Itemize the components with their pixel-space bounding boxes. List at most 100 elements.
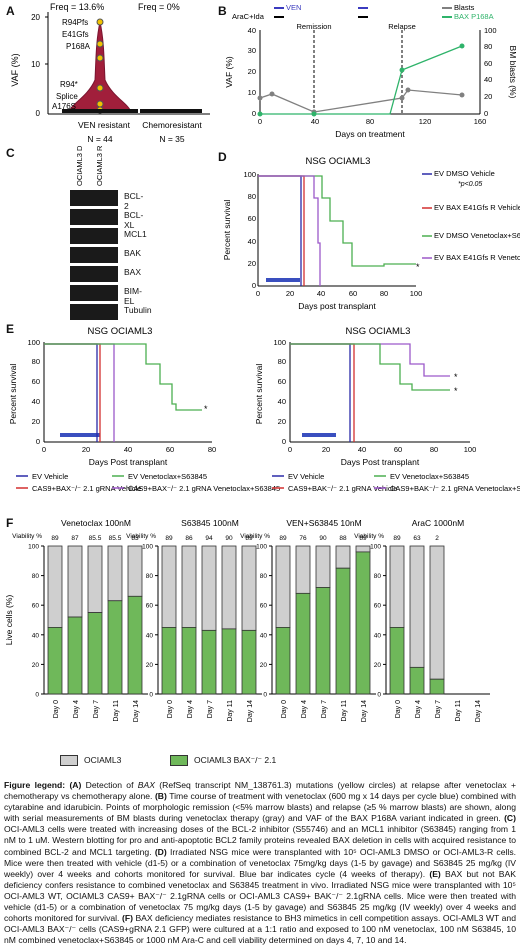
marker-relapse: Relapse — [388, 22, 416, 31]
bar-bax — [241, 629, 257, 695]
svg-text:Percent survival: Percent survival — [254, 364, 264, 425]
bar-bax — [315, 587, 331, 695]
svg-text:60: 60 — [166, 445, 174, 454]
viability-value: 89 — [165, 535, 173, 542]
ytick-label: 60 — [146, 603, 154, 610]
ytick-label: 80 — [374, 573, 382, 580]
svg-text:EV Vehicle: EV Vehicle — [288, 472, 324, 481]
viability-value: 86 — [185, 535, 193, 542]
svg-text:40: 40 — [278, 397, 286, 406]
svg-text:100: 100 — [464, 445, 477, 454]
bar-ociaml3 — [87, 545, 103, 613]
svg-text:EV Venetoclax+S63845: EV Venetoclax+S63845 — [390, 472, 469, 481]
day-label: Day 7 — [207, 700, 214, 718]
svg-text:100: 100 — [27, 338, 40, 347]
panel-label-e: E — [6, 322, 15, 336]
panel-label-f: F — [6, 516, 14, 530]
viability-value: 83 — [131, 535, 139, 542]
svg-text:0: 0 — [282, 437, 286, 446]
day-label: Day 7 — [321, 700, 328, 718]
svg-text:Percent survival: Percent survival — [8, 364, 18, 425]
bar-bax — [161, 627, 177, 695]
svg-text:120: 120 — [419, 117, 432, 126]
svg-text:40: 40 — [358, 445, 366, 454]
bar-bax — [389, 627, 405, 695]
svg-text:CAS9+BAK⁻/⁻ 2.1 gRNA Venetocla: CAS9+BAK⁻/⁻ 2.1 gRNA Venetoclax+S63845 — [390, 484, 520, 493]
viability-value: 90 — [319, 535, 327, 542]
svg-text:NSG OCIAML3: NSG OCIAML3 — [88, 326, 153, 337]
group-label: VEN resistant — [78, 120, 131, 130]
ytick-label: 0 — [149, 692, 153, 699]
svg-text:*: * — [454, 386, 458, 396]
mut-label: Splice — [56, 92, 78, 101]
svg-text:60: 60 — [278, 377, 286, 386]
viability-label: Viability % — [354, 533, 384, 540]
svg-text:40: 40 — [124, 445, 132, 454]
svg-text:80: 80 — [380, 289, 388, 298]
ytick-label: 80 — [32, 573, 40, 580]
bar-bax — [335, 567, 351, 695]
ytick-label: 100 — [256, 544, 267, 551]
bar-ociaml3 — [127, 545, 143, 597]
group-n: N = 44 — [87, 134, 113, 144]
bar-ociaml3 — [389, 545, 405, 628]
ytick-label: 40 — [260, 632, 268, 639]
ytick-label: 80 — [146, 573, 154, 580]
svg-text:20: 20 — [82, 445, 90, 454]
viability-value: 89 — [359, 535, 367, 542]
day-label: Day 4 — [301, 700, 308, 718]
bar-ociaml3 — [47, 545, 63, 628]
mutation-point — [96, 18, 104, 26]
blot-label: BAX — [124, 267, 142, 277]
mutation-point — [96, 54, 104, 62]
blot-label: Tubulin — [124, 305, 152, 315]
viability-value: 85.5 — [109, 535, 122, 542]
chart-title: AraC 1000nM — [412, 518, 464, 528]
day-label: Day 11 — [227, 700, 234, 722]
panel-b-timecourse: VEN AraC+Ida Blasts BAX P168A Remission … — [224, 3, 518, 139]
day-label: Day 0 — [395, 700, 402, 718]
ytick-label: 60 — [374, 603, 382, 610]
panel-a-ylabel: VAF (%) — [10, 53, 20, 86]
bar-bax — [429, 678, 445, 695]
viability-label: Viability % — [126, 533, 156, 540]
svg-text:80: 80 — [278, 357, 286, 366]
bar-bax — [67, 616, 83, 695]
svg-text:60: 60 — [394, 445, 402, 454]
svg-text:CAS9+BAX⁻/⁻ 2.1 gRNA Venetocla: CAS9+BAX⁻/⁻ 2.1 gRNA Venetoclax+S63845 — [128, 484, 280, 493]
ytick-label: 0 — [35, 692, 39, 699]
legend-blasts: Blasts — [454, 3, 475, 12]
svg-text:0: 0 — [252, 109, 256, 118]
legend-bax: BAX P168A — [454, 12, 494, 21]
svg-text:Days on treatment: Days on treatment — [335, 129, 405, 139]
viability-value: 89 — [245, 535, 253, 542]
svg-text:Percent survival: Percent survival — [222, 200, 232, 261]
svg-text:Days post transplant: Days post transplant — [298, 301, 376, 311]
svg-text:EV DMSO Venetoclax+S63845: EV DMSO Venetoclax+S63845 — [434, 231, 520, 240]
bar-ociaml3 — [241, 545, 257, 631]
svg-text:BM blasts (%): BM blasts (%) — [508, 46, 518, 99]
svg-text:EV BAX E41Gfs R Venetoclax+S63: EV BAX E41Gfs R Venetoclax+S63845 — [434, 253, 520, 262]
day-label: Day 7 — [435, 700, 442, 718]
bar-ociaml3 — [107, 545, 123, 602]
svg-text:Days Post transplant: Days Post transplant — [341, 457, 420, 467]
svg-text:EV BAX E41Gfs R Vehicle: EV BAX E41Gfs R Vehicle — [434, 203, 520, 212]
bar-ociaml3 — [355, 545, 371, 553]
day-label: Day 0 — [167, 700, 174, 718]
viability-value: 89 — [51, 535, 59, 542]
group-label: Chemoresistant — [142, 120, 202, 130]
panel-label-a: A — [6, 4, 15, 18]
blot-label: BAK — [124, 248, 142, 258]
svg-text:*p<0.05: *p<0.05 — [458, 181, 482, 188]
legend-ven: VEN — [286, 3, 301, 12]
sig-star: * — [416, 262, 420, 272]
svg-text:60: 60 — [32, 377, 40, 386]
svg-text:40: 40 — [311, 117, 319, 126]
svg-text:80: 80 — [32, 357, 40, 366]
svg-text:20: 20 — [248, 67, 256, 76]
viability-value: 87 — [71, 535, 79, 542]
mut-label: A176S — [52, 102, 76, 111]
blot-label: BCL-XL — [124, 210, 144, 230]
viability-value: 63 — [413, 535, 421, 542]
viability-value: 76 — [299, 535, 307, 542]
